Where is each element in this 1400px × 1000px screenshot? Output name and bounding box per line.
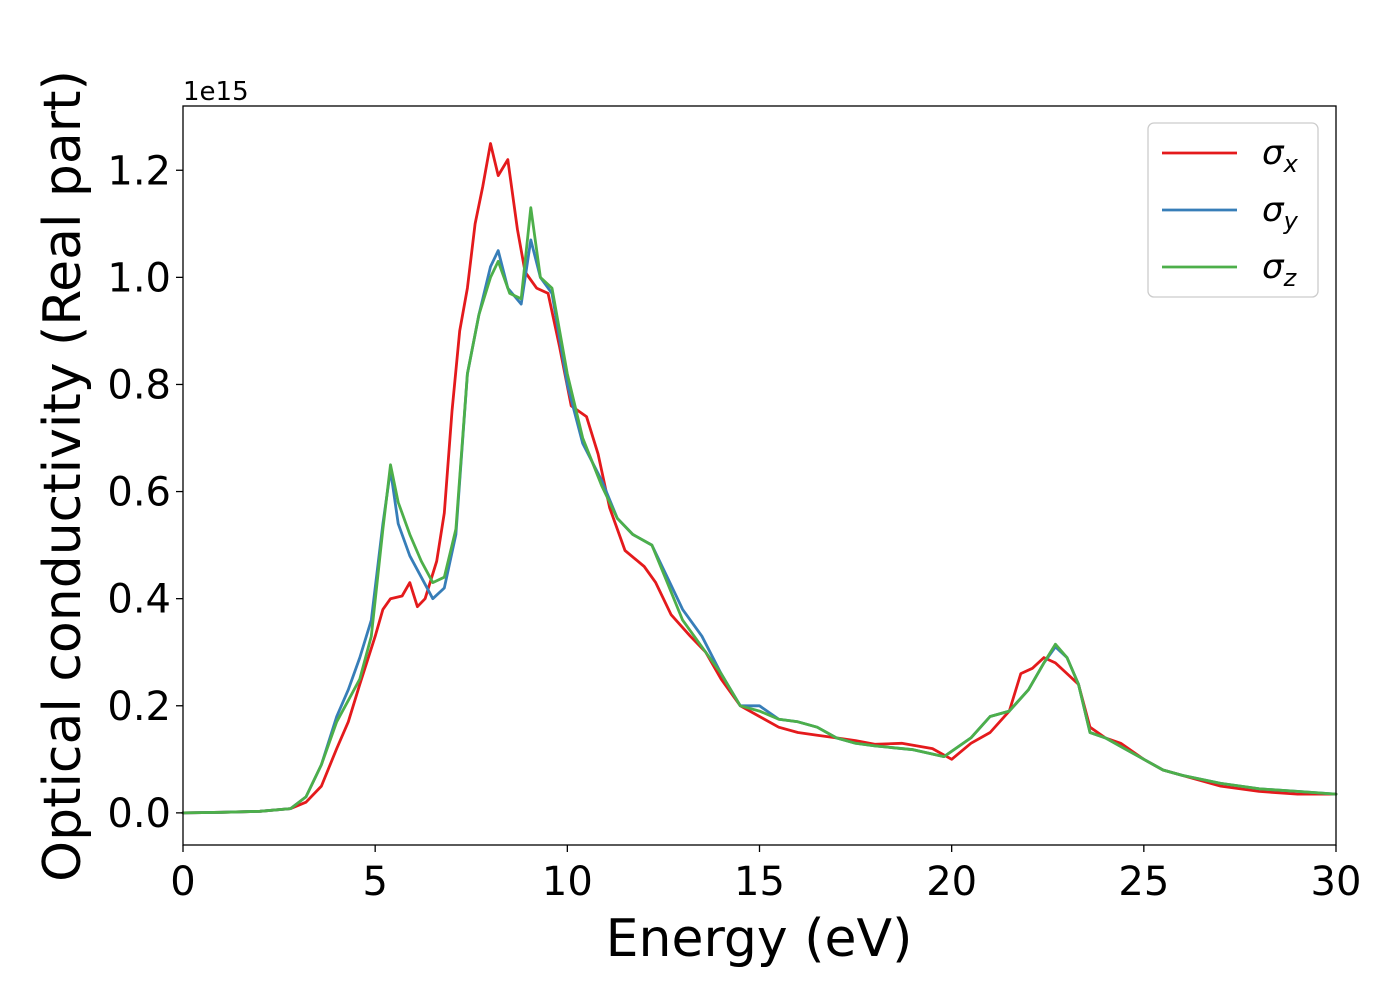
x-axis-label: Energy (eV) <box>606 909 913 969</box>
y-axis-ticks: 0.0 0.2 0.4 0.6 0.8 1.0 1.2 <box>107 148 183 837</box>
series-layer <box>181 142 1338 815</box>
legend-label-z: σz <box>1262 247 1298 292</box>
x-axis-ticks: 0 5 10 15 20 25 30 <box>170 845 1361 905</box>
y-tick-label: 1.0 <box>107 255 171 301</box>
x-tick-label: 25 <box>1118 859 1169 905</box>
x-tick-label: 15 <box>734 859 785 905</box>
x-tick-label: 0 <box>170 859 195 905</box>
y-tick-label: 0.8 <box>107 362 171 408</box>
y-offset-label: 1e15 <box>183 77 249 107</box>
y-tick-label: 0.4 <box>107 577 171 623</box>
y-axis-label: Optical conductivity (Real part) <box>33 70 93 882</box>
y-tick-label: 0.0 <box>107 791 171 837</box>
series-line-y <box>181 238 1338 815</box>
x-tick-label: 30 <box>1311 859 1362 905</box>
x-tick-label: 10 <box>542 859 593 905</box>
y-tick-label: 1.2 <box>107 148 171 194</box>
y-tick-label: 0.6 <box>107 470 171 516</box>
series-line-x <box>181 142 1338 815</box>
x-tick-label: 20 <box>926 859 977 905</box>
y-tick-label: 0.2 <box>107 684 171 730</box>
series-line-z <box>181 206 1338 815</box>
x-tick-label: 5 <box>362 859 387 905</box>
